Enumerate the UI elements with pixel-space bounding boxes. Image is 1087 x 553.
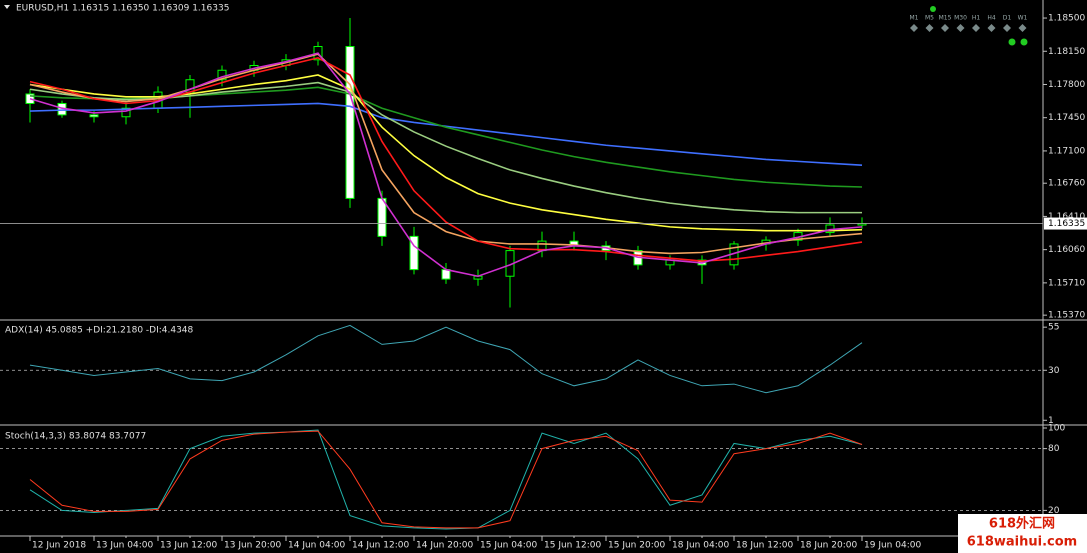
panel-title: Stoch(14,3,3) 83.8074 83.7077 <box>5 432 146 442</box>
candle-body <box>217 69 227 81</box>
candle-body <box>345 46 355 199</box>
candle-body <box>121 107 131 118</box>
y-tick-label: 1.16410 <box>1048 212 1085 222</box>
y-tick-label: 1.15370 <box>1048 311 1085 321</box>
timeframe-label[interactable]: M15 <box>939 15 952 22</box>
y-tick-label: 1.17100 <box>1048 146 1085 156</box>
y-tick-label: 80 <box>1048 444 1060 454</box>
timeframe-button[interactable] <box>972 24 980 32</box>
timeframe-button[interactable] <box>941 24 949 32</box>
timeframe-label[interactable]: M5 <box>925 15 934 22</box>
candle-body <box>377 197 387 237</box>
x-tick-label: 15 Jun 20:00 <box>608 541 665 551</box>
y-tick-label: 1.17800 <box>1048 80 1085 90</box>
indicator-line <box>29 52 863 278</box>
y-tick-label: 1.16760 <box>1048 179 1085 189</box>
x-tick-label: 18 Jun 12:00 <box>736 541 793 551</box>
x-tick-label: 13 Jun 04:00 <box>96 541 153 551</box>
indicator-line <box>29 53 863 255</box>
indicator-line <box>29 102 863 166</box>
panel-title: EURUSD,H1 1.16315 1.16350 1.16309 1.1633… <box>16 4 229 14</box>
x-tick-label: 15 Jun 04:00 <box>480 541 537 551</box>
timeframe-label[interactable]: H4 <box>987 15 996 22</box>
y-tick-label: 1 <box>1048 416 1054 426</box>
panel: Stoch(14,3,3) 83.8074 83.7077 20 80 100 <box>0 424 1065 530</box>
x-tick-label: 14 Jun 04:00 <box>288 541 345 551</box>
candle-body <box>89 114 99 118</box>
status-dot <box>1008 38 1016 46</box>
timeframe-label[interactable]: W1 <box>1018 15 1028 22</box>
timeframe-label[interactable]: M30 <box>954 15 967 22</box>
time-axis: 12 Jun 2018 13 Jun 04:00 13 Jun 12:00 13 Ju… <box>29 536 921 551</box>
timeframe-bar: M1 M5 M15 M30 H1 H4 D1 W1 <box>910 6 1028 46</box>
timeframe-label[interactable]: H1 <box>972 15 981 22</box>
candle-body <box>409 235 419 271</box>
indicator-line <box>29 429 863 530</box>
panel: ADX(14) 45.0885 +DI:21.2180 -DI:4.4348 1 3… <box>0 323 1060 426</box>
y-tick-label: 1.18150 <box>1048 47 1085 57</box>
current-price-label: 1.16335 <box>1048 219 1085 229</box>
y-tick-label: 20 <box>1048 506 1060 516</box>
timeframe-button[interactable] <box>910 24 918 32</box>
x-tick-label: 19 Jun 04:00 <box>864 541 921 551</box>
indicator-line <box>29 324 863 394</box>
timeframe-button[interactable] <box>925 24 934 32</box>
panel: EURUSD,H1 1.16315 1.16350 1.16309 1.1633… <box>0 4 1087 321</box>
timeframe-label[interactable]: D1 <box>1003 15 1012 22</box>
watermark-url: 618waihui.com <box>967 535 1077 550</box>
status-dot <box>1020 38 1028 46</box>
timeframe-button[interactable] <box>987 24 996 32</box>
y-tick-label: 1.16060 <box>1048 245 1085 255</box>
x-tick-label: 14 Jun 20:00 <box>416 541 473 551</box>
y-tick-label: 1.17450 <box>1048 113 1085 123</box>
x-tick-label: 14 Jun 12:00 <box>352 541 409 551</box>
x-tick-label: 13 Jun 20:00 <box>224 541 281 551</box>
y-tick-label: 1.18500 <box>1048 14 1085 24</box>
x-tick-label: 12 Jun 2018 <box>32 541 86 551</box>
indicator-line <box>29 430 863 529</box>
x-tick-label: 18 Jun 20:00 <box>800 541 857 551</box>
y-tick-label: 1.15710 <box>1048 278 1085 288</box>
x-tick-label: 18 Jun 04:00 <box>672 541 729 551</box>
timeframe-button[interactable] <box>956 24 965 32</box>
watermark-box <box>958 514 1087 553</box>
watermark-brand: 618外汇网 <box>989 516 1055 532</box>
timeframe-button[interactable] <box>1018 24 1027 32</box>
x-tick-label: 15 Jun 12:00 <box>544 541 601 551</box>
x-tick-label: 13 Jun 12:00 <box>160 541 217 551</box>
candle-body <box>441 269 451 280</box>
panel-title: ADX(14) 45.0885 +DI:21.2180 -DI:4.4348 <box>5 326 194 336</box>
current-price-box <box>1044 217 1087 230</box>
timeframe-button[interactable] <box>1003 24 1011 32</box>
y-tick-label: 30 <box>1048 366 1060 376</box>
menu-arrow[interactable] <box>4 5 10 9</box>
y-tick-label: 100 <box>1048 424 1065 434</box>
status-dot <box>930 6 936 12</box>
timeframe-label[interactable]: M1 <box>910 15 919 22</box>
y-tick-label: 55 <box>1048 323 1059 333</box>
